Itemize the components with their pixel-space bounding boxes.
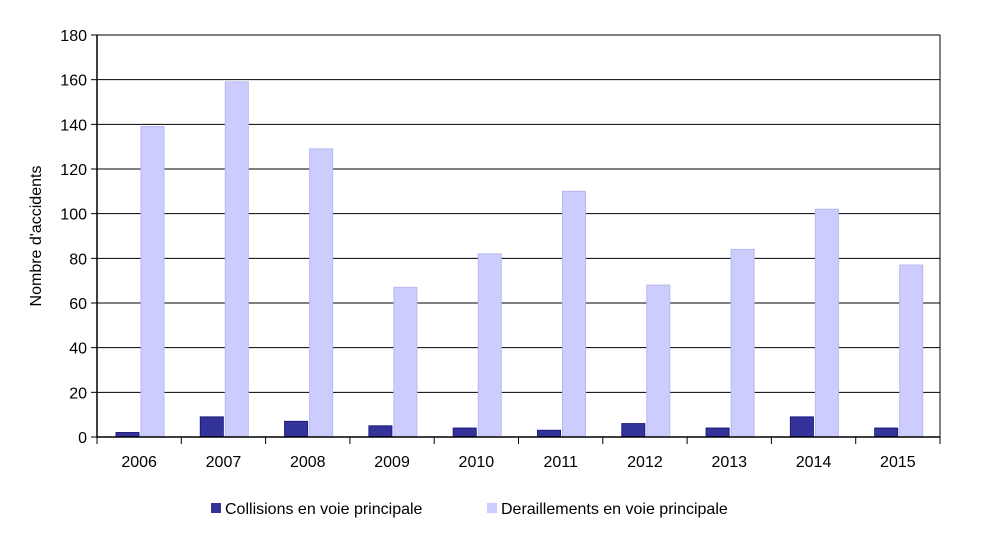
x-tick-label: 2014 [796,454,832,471]
x-tick-label: 2009 [374,454,410,471]
y-tick-label: 20 [69,385,87,402]
bar-derailments-2006 [140,126,165,438]
x-tick-label: 2011 [543,454,578,471]
bar-derailments-2009 [393,286,418,438]
y-tick-label: 100 [60,207,87,224]
bar-collisions-2012 [621,423,646,438]
bar-derailments-2013 [730,248,755,438]
legend-swatch-collisions [211,503,221,513]
x-tick-label: 2008 [290,454,326,471]
bar-derailments-2008 [309,148,334,438]
x-tick-label: 2012 [627,454,663,471]
x-tick-label: 2007 [206,454,242,471]
x-tick-label: 2010 [459,454,495,471]
legend-label-derailments: Deraillements en voie principale [501,501,728,518]
bar-collisions-2011 [537,429,561,438]
y-tick-label: 160 [60,73,87,90]
legend-swatch-derailments [487,503,497,513]
bar-collisions-2009 [368,425,393,438]
bar-collisions-2013 [705,427,730,438]
y-tick-label: 60 [69,296,87,313]
y-axis-label: Nombre d'accidents [28,166,45,307]
legend-label-collisions: Collisions en voie principale [225,501,423,518]
bar-derailments-2012 [646,284,671,438]
y-tick-label: 180 [60,28,87,45]
y-tick-label: 0 [78,430,87,447]
bar-collisions-2014 [789,416,814,438]
x-tick-label: 2006 [121,454,157,471]
bar-derailments-2011 [562,190,586,438]
x-tick-label: 2015 [880,454,916,471]
bar-collisions-2010 [452,427,477,438]
y-tick-label: 140 [60,117,87,134]
bar-derailments-2015 [899,264,924,438]
bar-derailments-2010 [477,253,502,438]
bar-collisions-2015 [874,427,899,438]
bar-collisions-2007 [199,416,224,438]
y-tick-label: 40 [69,341,87,358]
y-tick-label: 80 [69,251,87,268]
x-tick-label: 2013 [711,454,747,471]
bar-derailments-2014 [814,208,839,438]
y-tick-label: 120 [60,162,87,179]
bar-derailments-2007 [224,81,249,438]
bar-collisions-2008 [284,420,309,438]
